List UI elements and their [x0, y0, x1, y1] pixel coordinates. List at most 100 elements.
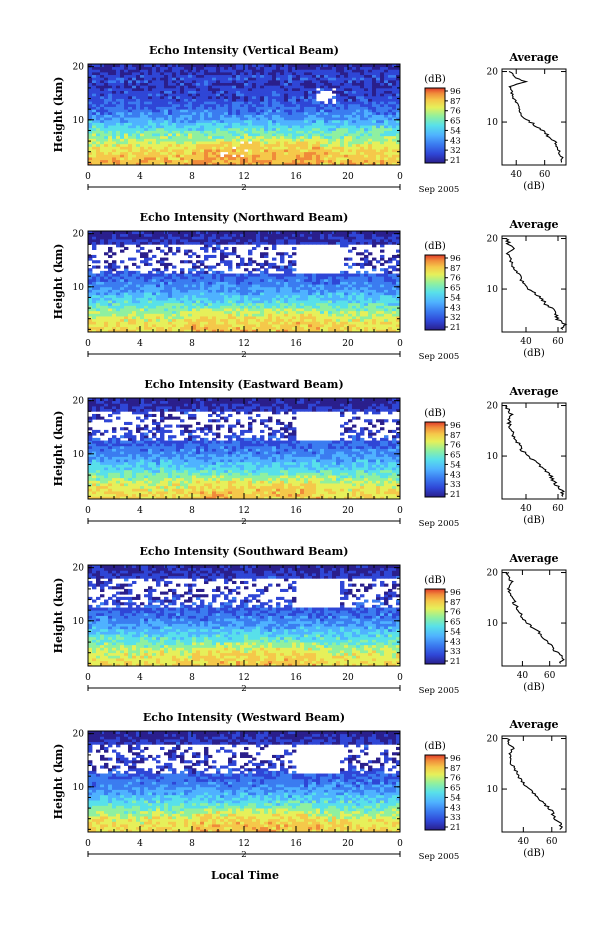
heatmap-cell	[392, 135, 397, 139]
heatmap-cell	[212, 326, 217, 330]
heatmap-cell	[120, 74, 125, 78]
heatmap-cell	[324, 308, 329, 312]
heatmap-cell	[216, 273, 221, 277]
heatmap-cell	[200, 286, 205, 290]
heatmap-cell	[204, 143, 209, 147]
heatmap-cell	[216, 321, 221, 325]
heatmap-cell	[220, 114, 225, 118]
heatmap-cell	[304, 297, 309, 301]
heatmap-cell	[360, 133, 365, 137]
heatmap-cell	[96, 87, 101, 91]
heatmap-cell	[220, 146, 225, 150]
heatmap-cell	[172, 87, 177, 91]
heatmap-cell	[176, 130, 181, 134]
heatmap-cell	[372, 114, 377, 118]
heatmap-cell	[284, 265, 289, 269]
heatmap-cell	[180, 151, 185, 155]
heatmap-cell	[244, 297, 249, 301]
heatmap-cell	[184, 64, 189, 68]
heatmap-cell	[264, 252, 269, 256]
heatmap-cell	[96, 135, 101, 139]
heatmap-cell	[296, 79, 301, 84]
heatmap-cell	[316, 85, 321, 89]
heatmap-cell	[328, 114, 333, 118]
heatmap-cell	[392, 151, 397, 155]
heatmap-cell	[196, 305, 201, 309]
heatmap-cell	[264, 254, 269, 258]
heatmap-cell	[188, 69, 193, 73]
heatmap-cell	[252, 313, 257, 317]
date-label: Sep 2005	[419, 185, 460, 195]
heatmap-cell	[352, 109, 357, 113]
heatmap-cell	[392, 90, 397, 94]
heatmap-cell	[264, 157, 269, 161]
heatmap-cell	[152, 157, 157, 161]
heatmap-cell	[380, 125, 385, 129]
heatmap-cell	[308, 159, 313, 163]
heatmap-cell	[108, 90, 113, 94]
heatmap-cell	[212, 294, 217, 298]
heatmap-cell	[332, 133, 337, 137]
heatmap-cell	[168, 119, 173, 123]
heatmap-cell	[116, 313, 121, 317]
heatmap-cell	[312, 117, 317, 121]
heatmap-cell	[284, 284, 289, 288]
heatmap-cell	[116, 284, 121, 288]
heatmap-cell	[276, 74, 281, 78]
heatmap-cell	[276, 273, 281, 277]
heatmap-cell	[360, 82, 365, 86]
heatmap-cell	[96, 284, 101, 288]
heatmap-cell	[368, 77, 373, 81]
heatmap-cell	[380, 308, 385, 312]
heatmap-cell	[92, 276, 97, 280]
heatmap-cell	[212, 321, 217, 325]
heatmap-cell	[200, 114, 205, 118]
heatmap-cell	[136, 66, 141, 70]
heatmap-cell	[328, 141, 333, 145]
heatmap-cell	[320, 302, 325, 306]
heatmap-cell	[308, 127, 313, 131]
heatmap-cell	[184, 281, 189, 285]
heatmap-cell	[352, 138, 357, 142]
heatmap-cell	[364, 119, 369, 123]
heatmap-cell	[96, 294, 101, 298]
heatmap-cell	[336, 130, 341, 134]
heatmap-cell	[172, 294, 177, 298]
heatmap-cell	[276, 87, 281, 91]
heatmap-cell	[96, 305, 101, 309]
heatmap-cell	[132, 66, 137, 70]
heatmap-cell	[120, 157, 125, 161]
heatmap-cell	[304, 103, 309, 107]
heatmap-cell	[152, 77, 157, 81]
heatmap-cell	[156, 85, 161, 89]
heatmap-cell	[136, 101, 141, 105]
heatmap-cell	[264, 111, 269, 115]
heatmap-cell	[368, 316, 373, 320]
heatmap-cell	[196, 159, 201, 163]
heatmap-cell	[256, 111, 261, 115]
heatmap-cell	[300, 154, 305, 158]
heatmap-cell	[104, 106, 109, 110]
heatmap-cell	[244, 302, 249, 306]
heatmap-cell	[132, 262, 137, 266]
heatmap-cell	[324, 79, 329, 84]
heatmap-cell	[356, 66, 361, 70]
heatmap-cell	[288, 141, 293, 145]
heatmap-cell	[372, 101, 377, 105]
heatmap-cell	[248, 262, 253, 266]
heatmap-cell	[280, 286, 285, 290]
heatmap-cell	[164, 284, 169, 288]
heatmap-cell	[88, 98, 93, 102]
heatmap-cell	[104, 149, 109, 153]
heatmap-cell	[140, 273, 145, 277]
heatmap-cell	[152, 278, 157, 282]
heatmap-cell	[92, 254, 97, 258]
heatmap-cell	[268, 281, 273, 285]
heatmap-cell	[168, 98, 173, 102]
heatmap-cell	[172, 252, 177, 256]
heatmap-cell	[164, 257, 169, 261]
heatmap-cell	[220, 302, 225, 306]
heatmap-cell	[236, 95, 241, 99]
heatmap-cell	[172, 119, 177, 123]
heatmap-cell	[180, 324, 185, 328]
